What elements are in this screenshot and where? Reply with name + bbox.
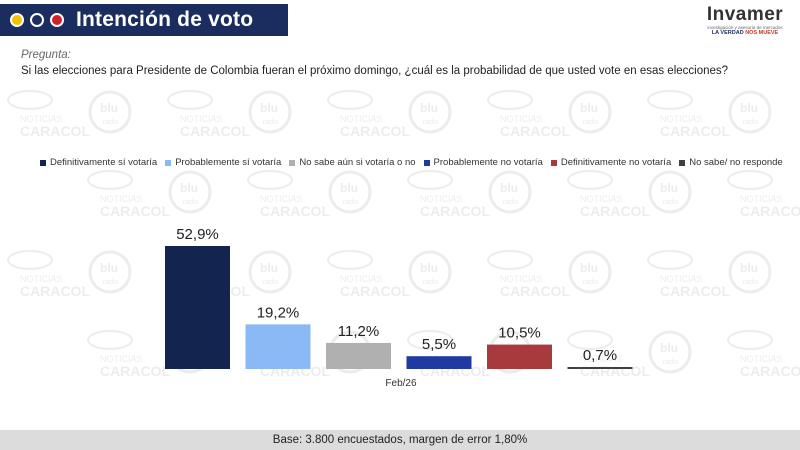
legend-swatch bbox=[40, 159, 46, 166]
legend-label: No sabe aún si votaría o no bbox=[299, 157, 416, 168]
data-label-2: 19,2% bbox=[257, 304, 300, 321]
legend-item: Probablemente no votaría bbox=[423, 157, 543, 168]
bar-3 bbox=[326, 342, 391, 369]
header-banner: Intención de voto bbox=[0, 4, 288, 36]
yellow-dot-icon bbox=[10, 13, 24, 27]
data-label-4: 5,5% bbox=[422, 336, 456, 353]
legend-item: Probablemente sí votaría bbox=[165, 157, 281, 168]
legend-swatch bbox=[679, 159, 686, 166]
bar-2 bbox=[245, 324, 311, 369]
bar-6 bbox=[567, 367, 633, 369]
bar-1 bbox=[165, 246, 230, 369]
legend-label: Definitivamente no votaría bbox=[560, 157, 672, 168]
red-dot-icon bbox=[50, 13, 64, 27]
data-label-1: 52,9% bbox=[176, 226, 219, 243]
chart-legend: Definitivamente sí votaría Probablemente … bbox=[40, 157, 791, 168]
data-label-3: 11,2% bbox=[338, 323, 379, 340]
legend-item: Definitivamente no votaría bbox=[550, 157, 672, 168]
question-text: Si las elecciones para Presidente de Col… bbox=[21, 65, 729, 77]
data-label-6: 0,7% bbox=[583, 347, 617, 364]
legend-label: Definitivamente sí votaría bbox=[50, 157, 158, 168]
legend-swatch bbox=[289, 159, 296, 166]
footer-base-note: Base: 3.800 encuestados, margen de error… bbox=[0, 430, 800, 450]
legend-swatch bbox=[423, 159, 430, 166]
page-title: Intención de voto bbox=[76, 8, 254, 31]
legend-item: No sabe aún si votaría o no bbox=[289, 157, 416, 168]
invamer-logo: Invamer investigación y asesoría de merc… bbox=[700, 4, 790, 36]
data-label-5: 10,5% bbox=[498, 325, 541, 342]
logo-motto-b: NOS MUEVE bbox=[745, 30, 779, 36]
legend-label: Probablemente sí votaría bbox=[175, 157, 282, 168]
x-tick-label: Feb/26 bbox=[385, 378, 417, 389]
logo-motto-a: LA VERDAD bbox=[711, 30, 744, 36]
bar-4 bbox=[406, 356, 472, 369]
bar-5 bbox=[487, 344, 552, 369]
legend-swatch bbox=[550, 159, 557, 166]
question-label: Pregunta: bbox=[21, 49, 71, 61]
logo-name: Invamer bbox=[706, 4, 784, 25]
legend-item: Definitivamente sí votaría bbox=[40, 157, 157, 168]
logo-tagline: investigación y asesoría de mercados bbox=[707, 25, 783, 30]
logo-motto: LA VERDAD NOS MUEVE bbox=[700, 30, 790, 36]
legend-label: Probablemente no votaría bbox=[433, 157, 543, 168]
blue-dot-icon bbox=[30, 13, 44, 27]
legend-label: No sabe/ no responde bbox=[689, 157, 783, 168]
legend-item: No sabe/ no responde bbox=[679, 157, 783, 168]
legend-swatch bbox=[165, 159, 172, 166]
